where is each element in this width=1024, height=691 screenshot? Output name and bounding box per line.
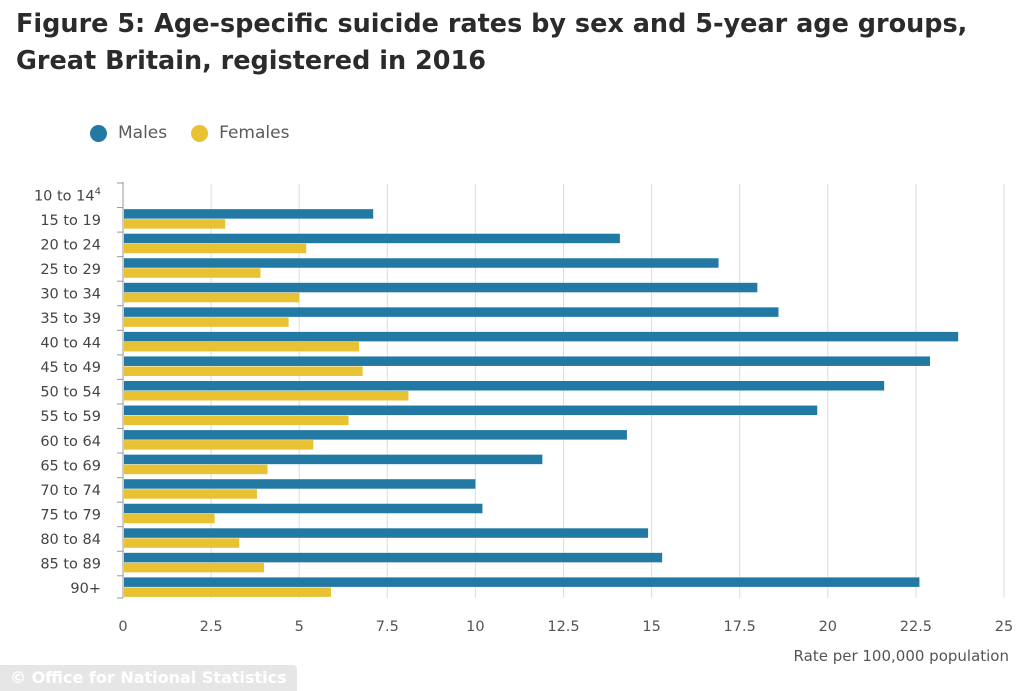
legend-item-females: Females xyxy=(191,123,289,143)
legend-label-males: Males xyxy=(118,123,168,143)
bar-males xyxy=(124,381,885,391)
bar-females xyxy=(124,464,268,475)
bar-males xyxy=(124,577,920,587)
bar-males xyxy=(124,528,649,538)
bar-females xyxy=(124,587,331,597)
x-tick-label: 22.5 xyxy=(900,619,932,635)
category-label: 35 to 39 xyxy=(40,311,101,327)
x-tick-label: 2.5 xyxy=(200,619,223,635)
bar-females xyxy=(124,243,307,254)
bar-females xyxy=(124,440,314,450)
x-tick-label: 25 xyxy=(995,619,1013,635)
legend-swatch-males xyxy=(90,124,107,142)
category-label: 40 to 44 xyxy=(40,336,101,352)
category-label: 80 to 84 xyxy=(40,532,101,548)
legend-item-males: Males xyxy=(90,123,167,143)
bar-females xyxy=(124,489,257,499)
bar-males xyxy=(124,503,483,514)
category-label: 90+ xyxy=(70,581,101,597)
bar-females xyxy=(124,366,363,376)
category-label: 45 to 49 xyxy=(40,360,101,376)
x-axis-label: Rate per 100,000 population xyxy=(794,647,1009,665)
chart-legend: Males Females xyxy=(90,120,313,146)
bar-males xyxy=(124,307,779,317)
bar-females xyxy=(124,513,215,524)
x-tick-label: 0 xyxy=(118,619,127,635)
x-tick-label: 10 xyxy=(466,619,484,635)
category-label: 15 to 19 xyxy=(40,213,101,229)
bar-males xyxy=(124,331,959,342)
category-label: 55 to 59 xyxy=(40,409,101,425)
x-tick-label: 7.5 xyxy=(376,619,399,635)
bar-males xyxy=(124,233,620,244)
bar-males xyxy=(124,479,476,489)
copyright-footer: © Office for National Statistics xyxy=(0,665,297,691)
bar-females xyxy=(124,292,300,303)
x-tick-label: 17.5 xyxy=(724,619,756,635)
x-tick-label: 12.5 xyxy=(547,619,579,635)
x-tick-label: 15 xyxy=(642,619,660,635)
category-label: 50 to 54 xyxy=(40,385,101,401)
bar-females xyxy=(124,219,226,229)
bar-females xyxy=(124,562,264,573)
legend-swatch-females xyxy=(191,124,209,142)
bar-females xyxy=(124,415,349,426)
bar-females xyxy=(124,268,261,278)
category-label: 60 to 64 xyxy=(40,434,101,450)
category-label: 25 to 29 xyxy=(40,262,101,278)
bar-males xyxy=(124,405,818,416)
bar-females xyxy=(124,538,240,548)
bar-females xyxy=(124,391,409,401)
bar-males xyxy=(124,258,719,268)
category-label: 10 to 144 xyxy=(34,186,101,204)
bar-males xyxy=(124,552,663,563)
bar-females xyxy=(124,317,289,327)
category-label: 65 to 69 xyxy=(40,458,101,474)
x-tick-label: 5 xyxy=(295,619,304,635)
category-label: 20 to 24 xyxy=(40,237,101,253)
bar-males xyxy=(124,454,543,465)
bar-males xyxy=(124,209,374,219)
bar-males xyxy=(124,430,627,440)
category-label: 85 to 89 xyxy=(40,557,101,573)
category-label: 75 to 79 xyxy=(40,507,101,523)
x-tick-label: 20 xyxy=(819,619,837,635)
category-label: 30 to 34 xyxy=(40,286,101,302)
bar-males xyxy=(124,356,930,366)
legend-label-females: Females xyxy=(219,123,290,143)
chart-title: Figure 5: Age-specific suicide rates by … xyxy=(16,9,968,76)
category-label: 70 to 74 xyxy=(40,483,101,499)
bar-males xyxy=(124,282,758,293)
bar-females xyxy=(124,341,360,352)
